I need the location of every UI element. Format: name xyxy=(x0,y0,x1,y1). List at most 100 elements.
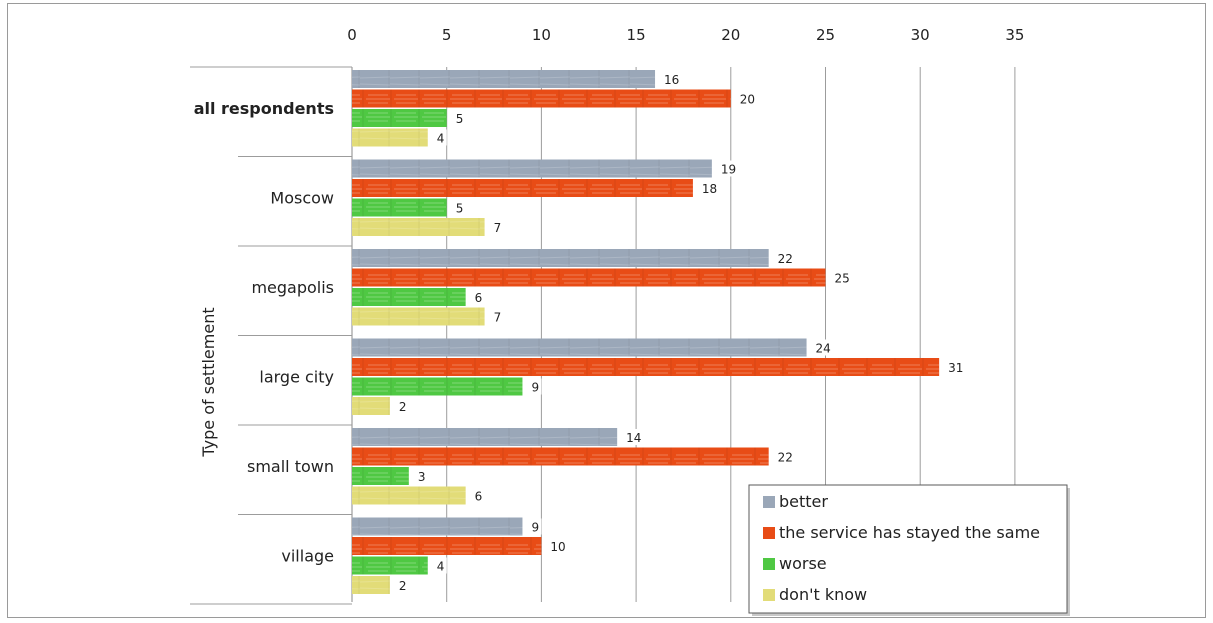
data-label: 31 xyxy=(948,361,963,375)
x-tick-label: 25 xyxy=(816,26,835,44)
bar-texture xyxy=(352,268,826,287)
data-label-bg xyxy=(430,557,447,574)
category-label: megapolis xyxy=(251,278,334,297)
category-label: all respondents xyxy=(194,99,334,118)
legend-swatch xyxy=(763,558,775,570)
data-label: 6 xyxy=(475,490,483,504)
data-label-bg xyxy=(449,199,466,216)
bar-texture xyxy=(352,556,428,575)
x-axis-ticks: 0 5 10 15 20 25 30 35 xyxy=(347,26,1024,44)
bar-texture xyxy=(352,307,485,326)
data-label: 25 xyxy=(835,272,850,286)
data-label-bg xyxy=(392,398,409,414)
x-tick-label: 35 xyxy=(1005,26,1024,44)
bar-texture xyxy=(352,467,409,485)
bar-texture xyxy=(352,537,542,555)
x-tick-label: 30 xyxy=(911,26,930,44)
data-label-bg xyxy=(487,308,504,325)
x-tick-label: 15 xyxy=(627,26,646,44)
category-label: village xyxy=(281,547,334,566)
data-label: 2 xyxy=(399,400,407,414)
bar-texture xyxy=(352,338,807,357)
bar-texture xyxy=(352,159,712,178)
x-tick-label: 10 xyxy=(532,26,551,44)
data-label: 18 xyxy=(702,182,717,196)
legend-swatch xyxy=(763,496,775,508)
data-label: 3 xyxy=(418,470,426,484)
data-label-bg xyxy=(392,577,409,593)
data-label-bg xyxy=(525,378,542,395)
bar-texture xyxy=(352,377,523,396)
legend-swatch xyxy=(763,589,775,601)
data-label-bg xyxy=(620,429,645,445)
data-label: 24 xyxy=(816,342,831,356)
legend-label: worse xyxy=(779,554,827,573)
bar-texture xyxy=(352,109,447,127)
x-tick-label: 0 xyxy=(347,26,357,44)
legend-label: don't know xyxy=(779,585,867,604)
data-label: 6 xyxy=(475,291,483,305)
bar-texture xyxy=(352,397,390,415)
data-label: 20 xyxy=(740,93,755,107)
bar-texture xyxy=(352,428,618,446)
data-label: 7 xyxy=(494,221,502,235)
legend-box xyxy=(748,484,1068,614)
legend-label: the service has stayed the same xyxy=(779,523,1040,542)
data-label-bg xyxy=(733,90,758,107)
category-label: large city xyxy=(259,368,334,387)
category-labels: all respondents Moscow megapolis large city… xyxy=(194,99,334,566)
data-label-bg xyxy=(714,160,739,177)
legend-label: better xyxy=(779,492,828,511)
data-label-bg xyxy=(695,180,720,196)
data-label-bg xyxy=(828,269,853,286)
data-label: 10 xyxy=(550,540,565,554)
x-tick-label: 5 xyxy=(442,26,452,44)
bar-texture xyxy=(352,576,390,594)
legend-swatch xyxy=(763,527,775,539)
data-label-bg xyxy=(544,538,569,554)
data-label-bg xyxy=(449,110,466,126)
bar-texture xyxy=(352,198,447,217)
bar-texture xyxy=(352,218,485,236)
data-label-bg xyxy=(942,359,967,375)
data-label-bg xyxy=(525,518,542,535)
category-label: small town xyxy=(247,457,334,476)
bar-texture xyxy=(352,358,940,376)
data-label-bg xyxy=(658,71,683,87)
bar-texture xyxy=(352,288,466,306)
legend: better the service has stayed the same wor… xyxy=(748,484,1070,616)
y-axis-label: Type of settlement xyxy=(199,307,218,457)
data-label: 2 xyxy=(399,579,407,593)
bar-texture xyxy=(352,517,523,536)
data-label: 9 xyxy=(531,521,539,535)
data-label-bg xyxy=(771,448,796,465)
data-label-bg xyxy=(487,219,504,235)
data-label-bg xyxy=(771,250,796,266)
data-label: 7 xyxy=(494,311,502,325)
data-label: 14 xyxy=(626,431,641,445)
x-tick-label: 20 xyxy=(721,26,740,44)
data-label: 5 xyxy=(456,112,464,126)
data-label: 4 xyxy=(437,132,445,146)
bar-texture xyxy=(352,70,656,88)
bar-texture xyxy=(352,89,731,108)
data-label: 16 xyxy=(664,73,679,87)
data-label-bg xyxy=(809,339,834,356)
bar-texture xyxy=(352,249,769,267)
data-label-bg xyxy=(468,289,485,305)
data-label: 19 xyxy=(721,163,736,177)
data-label: 4 xyxy=(437,560,445,574)
data-label-bg xyxy=(430,129,447,146)
bars xyxy=(352,70,940,594)
category-label: Moscow xyxy=(270,189,334,208)
data-label: 22 xyxy=(778,252,793,266)
data-label: 9 xyxy=(531,381,539,395)
bar-texture xyxy=(352,447,769,466)
data-label-bg xyxy=(411,468,428,484)
data-label: 5 xyxy=(456,202,464,216)
bar-texture xyxy=(352,179,693,197)
bar-texture xyxy=(352,486,466,505)
data-label-bg xyxy=(468,487,485,504)
